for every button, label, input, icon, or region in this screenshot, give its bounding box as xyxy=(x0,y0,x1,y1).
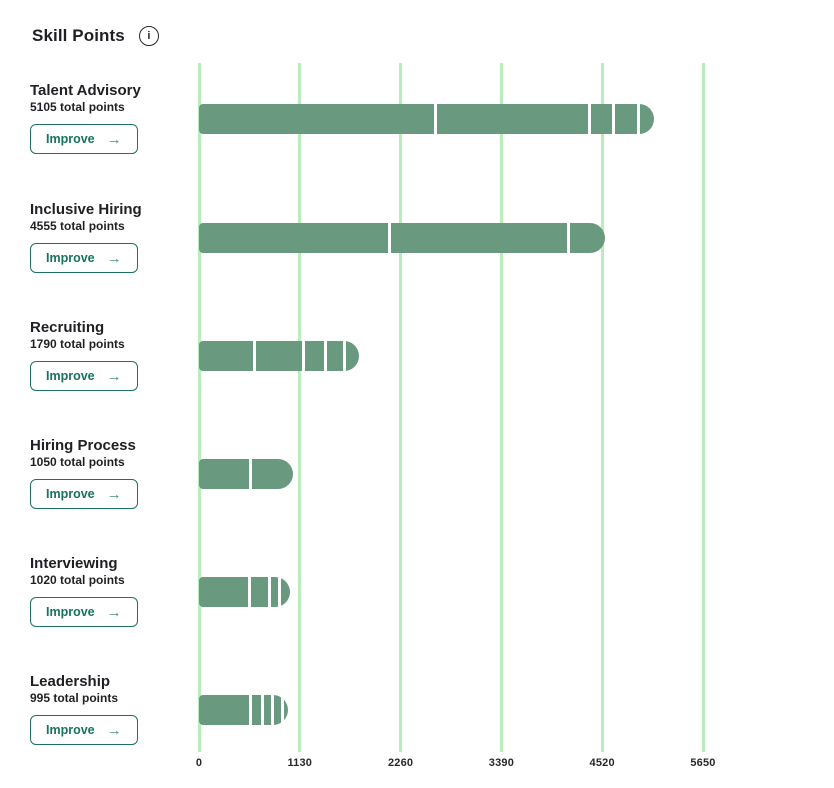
bar-segment xyxy=(253,341,302,371)
bar-segment xyxy=(199,341,254,371)
improve-button[interactable]: Improve → xyxy=(30,715,138,745)
skill-info: Recruiting 1790 total points Improve → xyxy=(30,319,195,391)
bar-segment xyxy=(612,104,638,134)
gridline xyxy=(298,63,302,752)
x-tick-label: 5650 xyxy=(690,757,716,769)
bar-segment xyxy=(199,695,250,725)
skill-name: Leadership xyxy=(30,673,111,690)
bar-segment xyxy=(271,695,282,725)
skill-info: Leadership 995 total points Improve → xyxy=(30,673,195,745)
skill-name: Talent Advisory xyxy=(30,82,141,99)
improve-button[interactable]: Improve → xyxy=(30,479,138,509)
arrow-right-icon: → xyxy=(106,721,122,739)
improve-button[interactable]: Improve → xyxy=(30,124,138,154)
x-tick-label: 0 xyxy=(195,757,203,769)
bar-segment xyxy=(199,577,248,607)
x-tick-label: 1130 xyxy=(287,757,313,769)
improve-button-label: Improve xyxy=(46,723,95,737)
bar-segment xyxy=(387,223,567,253)
skill-total-points: 1020 total points xyxy=(30,573,125,587)
x-tick-label: 2260 xyxy=(387,757,414,769)
skill-bar xyxy=(199,223,606,253)
arrow-right-icon: → xyxy=(106,603,122,621)
arrow-right-icon: → xyxy=(106,485,122,503)
improve-button[interactable]: Improve → xyxy=(30,243,138,273)
improve-button-label: Improve xyxy=(46,369,95,383)
page-header: Skill Points i xyxy=(32,26,159,46)
bar-segment xyxy=(566,223,606,253)
skill-name: Hiring Process xyxy=(30,437,136,454)
improve-button-label: Improve xyxy=(46,487,95,501)
gridline xyxy=(399,63,403,752)
improve-button-label: Improve xyxy=(46,605,95,619)
info-icon[interactable]: i xyxy=(138,26,159,46)
bar-segment xyxy=(199,104,435,134)
skill-bar xyxy=(199,577,290,607)
bar-segment xyxy=(249,695,261,725)
skill-bar xyxy=(199,104,655,134)
gridline xyxy=(499,63,503,752)
skill-total-points: 995 total points xyxy=(30,691,119,705)
improve-button[interactable]: Improve → xyxy=(30,597,138,627)
skill-row-interviewing: Interviewing 1020 total points Improve → xyxy=(0,555,834,635)
x-tick-label: 3390 xyxy=(488,757,515,769)
skill-bar xyxy=(199,695,288,725)
bar-segment xyxy=(588,104,613,134)
gridline xyxy=(600,63,604,752)
bar-segment xyxy=(281,695,288,725)
bar-segment xyxy=(637,104,655,134)
arrow-right-icon: → xyxy=(106,367,122,385)
bar-segment xyxy=(247,577,269,607)
page-title: Skill Points xyxy=(32,26,125,45)
bar-segment xyxy=(199,223,388,253)
skill-bar xyxy=(199,459,293,489)
skill-row-inclusive-hiring: Inclusive Hiring 4555 total points Impro… xyxy=(0,201,834,281)
arrow-right-icon: → xyxy=(106,249,122,267)
skill-bar xyxy=(199,341,359,371)
skill-info: Inclusive Hiring 4555 total points Impro… xyxy=(30,201,195,273)
bar-segment xyxy=(434,104,589,134)
skill-info: Hiring Process 1050 total points Improve… xyxy=(30,437,195,509)
improve-button-label: Improve xyxy=(46,132,95,146)
bar-segment xyxy=(248,459,293,489)
bar-segment xyxy=(323,341,344,371)
skill-row-hiring-process: Hiring Process 1050 total points Improve… xyxy=(0,437,834,517)
bar-segment xyxy=(278,577,290,607)
bar-segment xyxy=(199,459,249,489)
skill-info: Talent Advisory 5105 total points Improv… xyxy=(30,82,195,154)
bar-segment xyxy=(301,341,324,371)
skill-total-points: 5105 total points xyxy=(30,100,125,114)
x-tick-label: 4520 xyxy=(589,757,615,769)
bar-segment xyxy=(343,341,359,371)
improve-button[interactable]: Improve → xyxy=(30,361,138,391)
skill-name: Inclusive Hiring xyxy=(30,201,142,218)
arrow-right-icon: → xyxy=(106,130,122,148)
skill-row-talent-advisory: Talent Advisory 5105 total points Improv… xyxy=(0,82,834,162)
skill-info: Interviewing 1020 total points Improve → xyxy=(30,555,195,627)
bar-segment xyxy=(268,577,279,607)
improve-button-label: Improve xyxy=(46,251,95,265)
skill-name: Recruiting xyxy=(30,319,105,336)
skill-row-leadership: Leadership 995 total points Improve → xyxy=(0,673,834,753)
bar-segment xyxy=(260,695,272,725)
skill-name: Interviewing xyxy=(30,555,118,572)
skill-total-points: 4555 total points xyxy=(30,219,125,233)
skill-row-recruiting: Recruiting 1790 total points Improve → xyxy=(0,319,834,399)
gridline xyxy=(701,63,705,752)
skill-total-points: 1790 total points xyxy=(30,337,125,351)
skill-total-points: 1050 total points xyxy=(30,455,125,469)
gridline xyxy=(197,63,201,752)
